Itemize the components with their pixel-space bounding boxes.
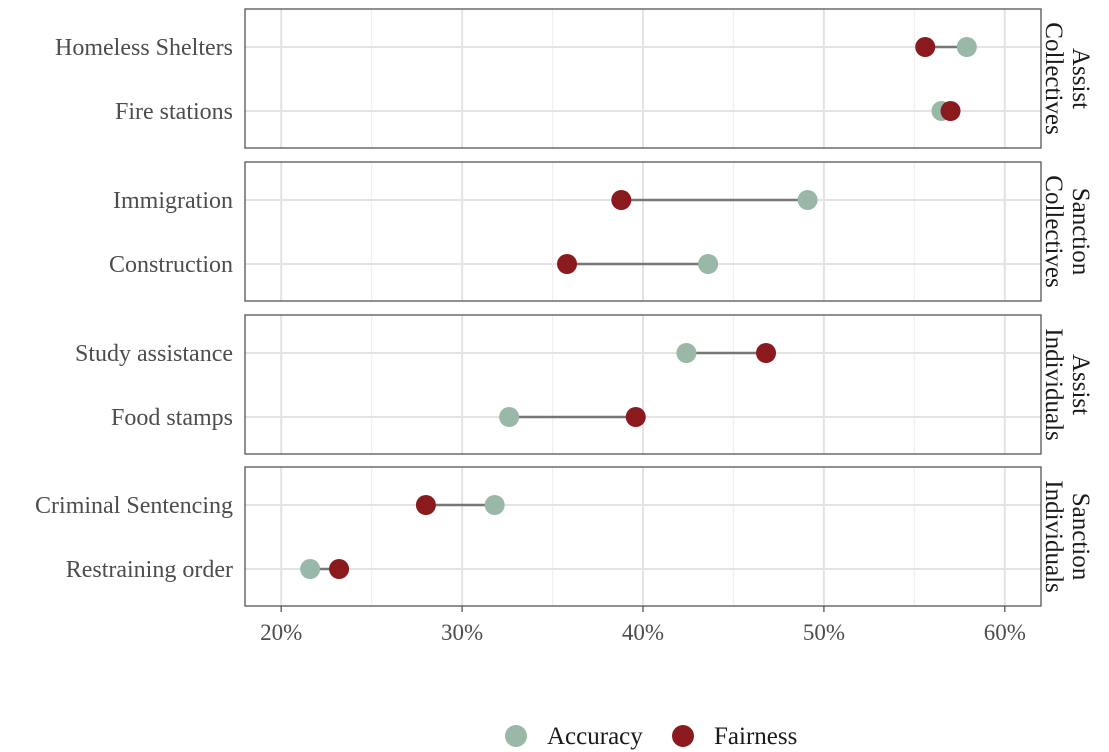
x-axis: 20% 30% 40% 50% 60%	[260, 606, 1026, 645]
legend-label-accuracy: Accuracy	[547, 723, 643, 750]
row-label-food-stamps: Food stamps	[111, 405, 233, 431]
x-tick-label-30: 30%	[441, 620, 483, 645]
legend-swatch-fairness	[672, 725, 694, 747]
row-label-restraining-order: Restraining order	[66, 557, 233, 583]
panel-assist-collectives: Homeless Shelters Fire stations AssistColl…	[55, 8, 1094, 149]
panel-border	[244, 8, 1042, 149]
legend: Accuracy Fairness	[505, 723, 797, 750]
accuracy-point-homeless-shelters	[956, 37, 977, 57]
x-tick-label-40: 40%	[622, 620, 664, 645]
legend-label-fairness: Fairness	[714, 723, 797, 750]
row-label-criminal-sentencing: Criminal Sentencing	[35, 493, 233, 519]
fairness-point-food-stamps	[625, 407, 646, 427]
fairness-point-criminal-sentencing	[415, 495, 436, 515]
strip-label: SanctionCollectives	[1040, 175, 1094, 287]
accuracy-point-construction	[698, 254, 719, 274]
x-tick-label-50: 50%	[803, 620, 845, 645]
row-label-study-assistance: Study assistance	[75, 341, 233, 367]
strip-label-line: Collectives	[1040, 22, 1067, 134]
accuracy-point-study-assistance	[676, 343, 697, 363]
accuracy-point-restraining-order	[300, 559, 321, 579]
strip-label-line: Sanction	[1067, 493, 1094, 581]
fairness-point-study-assistance	[756, 343, 777, 363]
row-label-construction: Construction	[109, 252, 233, 278]
strip-label-line: Collectives	[1040, 175, 1067, 287]
panel-sanction-individuals: Criminal Sentencing Restraining order Sanc…	[35, 466, 1094, 607]
accuracy-point-food-stamps	[499, 407, 520, 427]
legend-swatch-accuracy	[505, 725, 527, 747]
fairness-point-construction	[557, 254, 578, 274]
panel-border	[244, 161, 1042, 302]
strip-label-line: Assist	[1067, 48, 1094, 109]
panel-border	[244, 314, 1042, 455]
row-label-fire-stations: Fire stations	[115, 99, 233, 125]
strip-label-line: Individuals	[1040, 480, 1067, 593]
x-tick-label-20: 20%	[260, 620, 302, 645]
accuracy-point-criminal-sentencing	[484, 495, 505, 515]
accuracy-point-immigration	[797, 190, 818, 210]
strip-label-line: Individuals	[1040, 328, 1067, 441]
x-tick-label-60: 60%	[984, 620, 1026, 645]
strip-label: SanctionIndividuals	[1040, 480, 1094, 593]
strip-label-line: Sanction	[1067, 188, 1094, 276]
strip-label: AssistCollectives	[1040, 22, 1094, 134]
panel-sanction-collectives: Immigration Construction SanctionCollectiv…	[109, 161, 1094, 302]
panel-assist-individuals: Study assistance Food stamps AssistIndivid…	[75, 314, 1094, 455]
strip-label: AssistIndividuals	[1040, 328, 1094, 441]
fairness-point-immigration	[611, 190, 632, 210]
row-label-homeless-shelters: Homeless Shelters	[55, 35, 233, 61]
strip-label-line: Assist	[1067, 354, 1094, 415]
fairness-point-homeless-shelters	[915, 37, 936, 57]
row-label-immigration: Immigration	[113, 188, 233, 214]
fairness-point-restraining-order	[329, 559, 350, 579]
fairness-point-fire-stations	[940, 101, 961, 121]
